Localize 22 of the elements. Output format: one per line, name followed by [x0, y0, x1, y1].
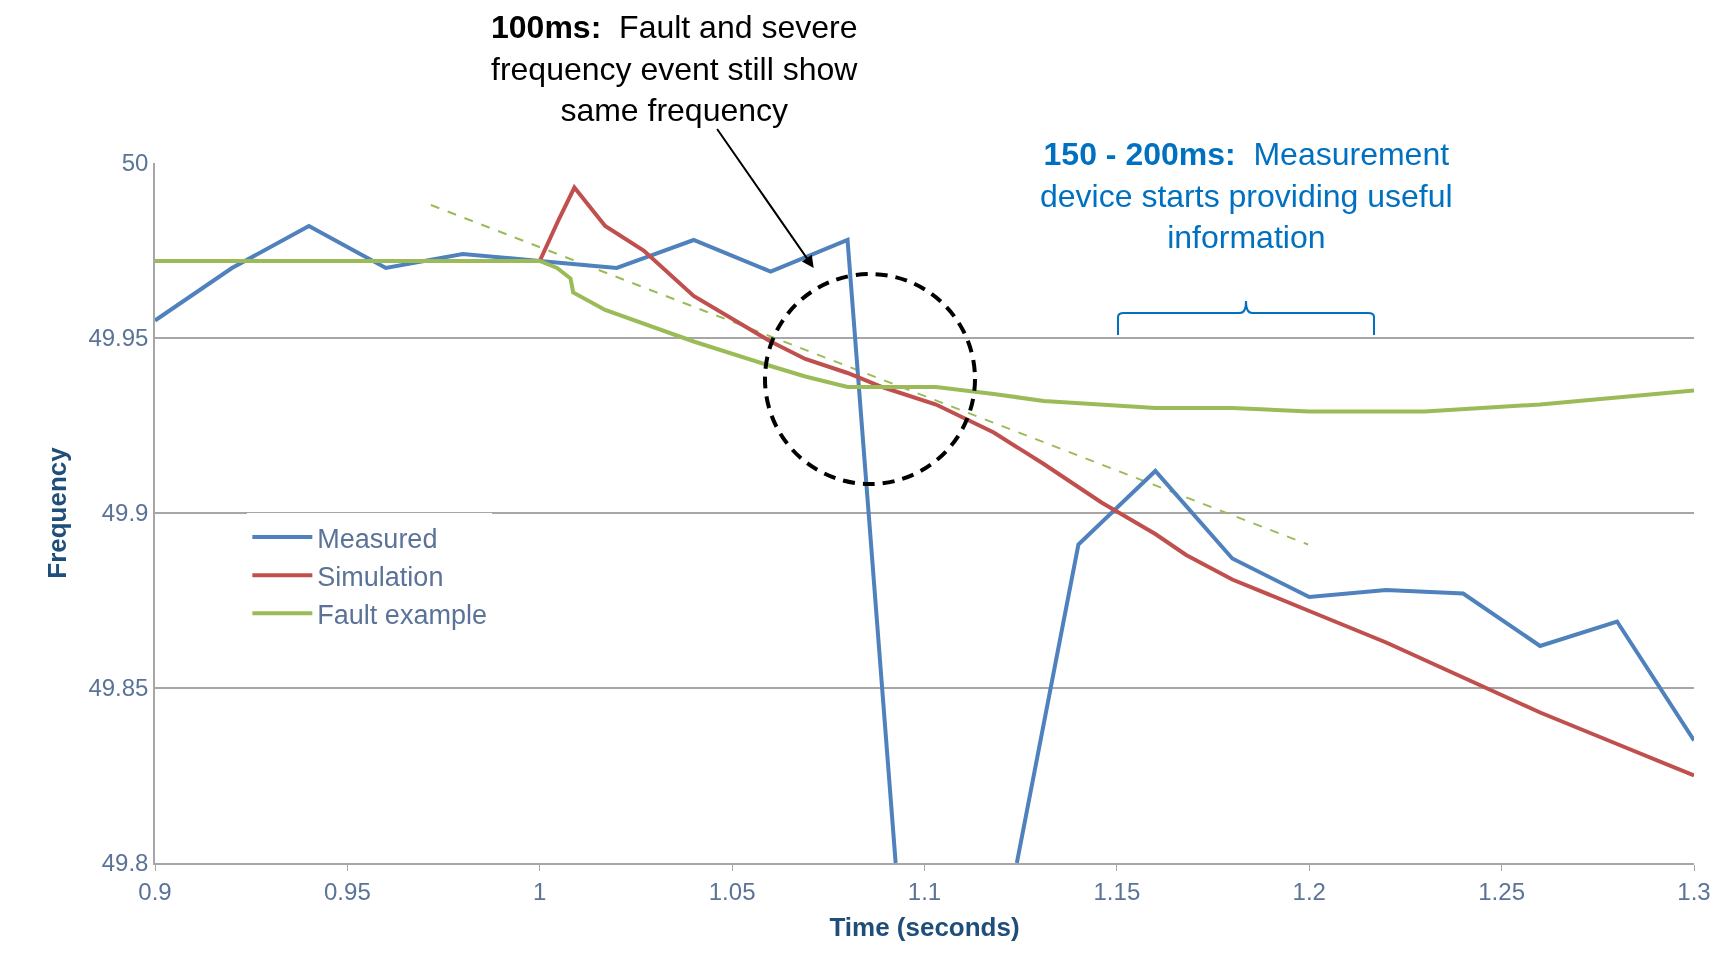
- x-axis-title: Time (seconds): [829, 911, 1020, 942]
- line-series: [537, 185, 1694, 778]
- y-tick-label: 49.8: [101, 849, 149, 877]
- text: 100ms: Fault and severe frequency event still show same frequency: [491, 9, 859, 129]
- y-tick-label: 50: [121, 149, 149, 177]
- x-tick-label: 0.9: [138, 877, 172, 905]
- x-tick-label: 1: [533, 877, 547, 905]
- legend-label: Measured: [317, 523, 438, 554]
- x-tick-label: 1.25: [1478, 877, 1525, 905]
- legend-label: Simulation: [317, 561, 444, 592]
- x-tick-label: 1.2: [1292, 877, 1326, 905]
- y-axis-title: Frequency: [42, 446, 73, 579]
- x-tick-label: 1.15: [1093, 877, 1141, 905]
- y-tick-label: 49.9: [101, 499, 149, 527]
- annotation: 150 - 200ms: Measurement device starts providing useful information: [1040, 136, 1453, 256]
- x-tick-label: 0.95: [324, 877, 371, 905]
- x-tick-label: 1.3: [1677, 877, 1711, 905]
- x-tick-label: 1.05: [708, 877, 756, 905]
- y-tick-label: 49.85: [88, 674, 149, 702]
- x-tick-label: 1.1: [907, 877, 942, 905]
- y-tick-label: 49.95: [88, 324, 149, 352]
- legend-label: Fault example: [317, 599, 487, 630]
